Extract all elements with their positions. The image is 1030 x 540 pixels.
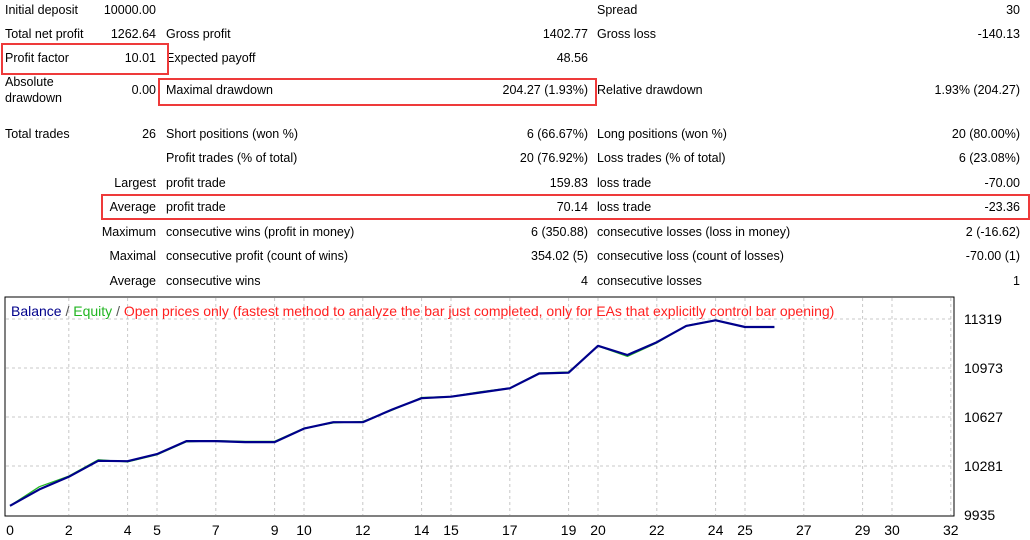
average-consecutive-wins-label: consecutive wins: [166, 274, 261, 288]
long-positions-value: 20 (80.00%): [951, 127, 1020, 141]
y-tick-label: 9935: [964, 507, 995, 523]
spread-value: 30: [1006, 3, 1020, 17]
x-tick-label: 30: [884, 522, 900, 538]
largest-loss-value: -70.00: [984, 176, 1020, 190]
x-tick-label: 4: [124, 522, 132, 538]
x-tick-label: 22: [649, 522, 665, 538]
average-profit-label: profit trade: [166, 200, 226, 214]
x-tick-label: 7: [212, 522, 220, 538]
y-axis-labels: 11319 10973 10627 10281 9935: [964, 311, 1003, 523]
profit-trades-value: 20 (76.92%): [519, 151, 588, 165]
x-tick-label: 15: [443, 522, 459, 538]
gross-loss-label: Gross loss: [597, 27, 657, 41]
average-profit-value: 70.14: [556, 200, 588, 214]
maximal-drawdown-label: Maximal drawdown: [166, 83, 273, 97]
maximal-consecutive-loss-label: consecutive loss (count of losses): [597, 249, 784, 263]
profit-factor-highlight: [1, 43, 169, 75]
initial-deposit-value: 10000.00: [103, 3, 156, 17]
x-axis-labels: 0 2 4 5 7 9 10 12 14 15 17 19 20 22 24 25 27 29 30 32: [6, 522, 959, 538]
average-consecutive-losses-value: 1: [1013, 274, 1020, 288]
relative-drawdown-label: Relative drawdown: [597, 83, 703, 97]
y-tick-label: 10973: [964, 360, 1003, 376]
max-consecutive-wins-value: 6 (350.88): [531, 225, 588, 239]
maximum-label: Maximum: [101, 225, 156, 239]
maximal-drawdown-highlight: [158, 78, 597, 106]
x-tick-label: 5: [153, 522, 161, 538]
profit-factor-value: 10.01: [124, 51, 156, 65]
x-tick-label: 12: [355, 522, 371, 538]
max-consecutive-losses-label: consecutive losses (loss in money): [597, 225, 791, 239]
average-trade-highlight: [101, 194, 1030, 220]
chart-legend: Balance / Equity / Open prices only (fas…: [11, 303, 834, 319]
maximal-consecutive-profit-value: 354.02 (5): [531, 249, 588, 263]
x-tick-label: 2: [65, 522, 73, 538]
short-positions-value: 6 (66.67%): [526, 127, 588, 141]
x-tick-label: 20: [590, 522, 606, 538]
x-tick-label: 9: [271, 522, 279, 538]
average-loss-label: loss trade: [597, 200, 652, 214]
largest-profit-value: 159.83: [549, 176, 588, 190]
chart-grid: [6, 298, 953, 515]
absolute-drawdown-label-line2: drawdown: [5, 91, 62, 105]
legend-mode: Open prices only (fastest method to anal…: [124, 303, 834, 319]
average-label: Average: [109, 200, 156, 214]
total-net-profit-value: 1262.64: [110, 27, 156, 41]
x-tick-label: 24: [708, 522, 724, 538]
average-consecutive-wins-value: 4: [581, 274, 588, 288]
x-tick-label: 29: [855, 522, 871, 538]
x-tick-label: 27: [796, 522, 812, 538]
profit-trades-label: Profit trades (% of total): [166, 151, 298, 165]
maximal-consecutive-profit-label: consecutive profit (count of wins): [166, 249, 349, 263]
largest-loss-label: loss trade: [597, 176, 652, 190]
loss-trades-label: Loss trades (% of total): [597, 151, 726, 165]
total-trades-value: 26: [142, 127, 156, 141]
average-loss-value: -23.36: [984, 200, 1020, 214]
max-consecutive-wins-label: consecutive wins (profit in money): [166, 225, 355, 239]
loss-trades-value: 6 (23.08%): [958, 151, 1020, 165]
absolute-drawdown-label-line1: Absolute: [5, 75, 54, 89]
x-tick-label: 32: [943, 522, 959, 538]
legend-balance: Balance: [11, 303, 62, 319]
x-tick-label: 19: [561, 522, 577, 538]
relative-drawdown-value: 1.93% (204.27): [934, 83, 1020, 97]
chart-series: [9, 319, 775, 507]
x-tick-label: 0: [6, 522, 14, 538]
max-consecutive-losses-value: 2 (-16.62): [965, 225, 1020, 239]
y-tick-label: 10281: [964, 458, 1003, 474]
legend-equity: Equity: [73, 303, 112, 319]
spread-label: Spread: [597, 3, 638, 17]
initial-deposit-label: Initial deposit: [5, 3, 78, 17]
largest-profit-label: profit trade: [166, 176, 226, 190]
absolute-drawdown-value: 0.00: [131, 83, 156, 97]
long-positions-label: Long positions (won %): [597, 127, 727, 141]
largest-label: Largest: [114, 176, 156, 190]
legend-separator-1: /: [62, 303, 74, 319]
balance-line: [9, 319, 775, 507]
y-tick-label: 10627: [964, 409, 1003, 425]
x-tick-label: 10: [296, 522, 312, 538]
short-positions-label: Short positions (won %): [166, 127, 299, 141]
x-tick-label: 25: [737, 522, 753, 538]
gross-loss-value: -140.13: [977, 27, 1020, 41]
gross-profit-value: 1402.77: [542, 27, 588, 41]
average-consecutive-label: Average: [109, 274, 156, 288]
expected-payoff-label: Expected payoff: [166, 51, 256, 65]
expected-payoff-value: 48.56: [556, 51, 588, 65]
x-tick-label: 17: [502, 522, 518, 538]
average-consecutive-losses-label: consecutive losses: [597, 274, 702, 288]
maximal-consecutive-loss-value: -70.00 (1): [965, 249, 1020, 263]
total-trades-label: Total trades: [5, 127, 70, 141]
x-tick-label: 14: [414, 522, 430, 538]
maximal-label: Maximal: [109, 249, 156, 263]
total-net-profit-label: Total net profit: [5, 27, 84, 41]
profit-factor-label: Profit factor: [5, 51, 69, 65]
legend-separator-2: /: [112, 303, 124, 319]
maximal-drawdown-value: 204.27 (1.93%): [502, 83, 588, 97]
y-tick-label: 11319: [964, 311, 1002, 327]
gross-profit-label: Gross profit: [166, 27, 231, 41]
chart-plot-area: [4, 296, 955, 517]
